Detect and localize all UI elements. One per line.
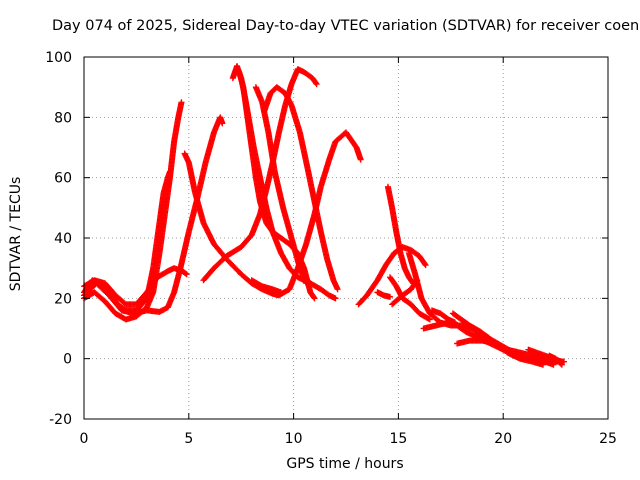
data-point-track-12 <box>421 261 428 268</box>
y-tick-label: -20 <box>49 412 72 428</box>
x-tick-label: 5 <box>184 431 193 447</box>
data-point-track-12 <box>422 262 429 269</box>
x-tick-label: 0 <box>80 431 89 447</box>
chart-title: Day 074 of 2025, Sidereal Day-to-day VTE… <box>52 18 640 34</box>
data-point-track-8 <box>310 294 317 301</box>
x-axis-label: GPS time / hours <box>286 456 404 472</box>
data-point-track-1 <box>178 99 185 106</box>
data-point-track-24 <box>540 361 547 368</box>
data-point-track-4 <box>219 120 226 127</box>
data-point-track-14 <box>425 315 432 322</box>
data-point-track-6 <box>313 81 320 88</box>
data-point-track-10 <box>334 286 341 293</box>
y-tick-label: 0 <box>63 352 72 368</box>
y-tick-label: 100 <box>45 50 72 66</box>
data-point-track-8 <box>311 295 318 302</box>
y-tick-label: 80 <box>54 110 72 126</box>
y-tick-label: 20 <box>54 291 72 307</box>
data-point-track-5 <box>357 156 364 163</box>
x-tick-label: 20 <box>494 431 512 447</box>
data-point-track-2 <box>182 270 189 277</box>
y-tick-label: 40 <box>54 231 72 247</box>
data-point-track-20 <box>451 319 458 326</box>
x-tick-label: 15 <box>389 431 407 447</box>
x-tick-label: 10 <box>285 431 303 447</box>
data-point-track-14 <box>426 316 433 323</box>
data-point-track-3 <box>166 168 173 175</box>
data-point-track-9 <box>303 280 310 287</box>
x-tick-label: 25 <box>599 431 617 447</box>
data-point-track-6 <box>312 80 319 87</box>
y-axis-label: SDTVAR / TECUs <box>8 176 24 292</box>
data-point-track-25 <box>557 360 564 367</box>
y-tick-label: 60 <box>54 171 72 187</box>
data-point-track-11 <box>278 289 285 296</box>
data-point-track-25 <box>558 361 565 368</box>
data-point-track-16 <box>387 293 394 300</box>
data-point-track-7 <box>332 295 339 302</box>
data-point-track-2 <box>183 271 190 278</box>
